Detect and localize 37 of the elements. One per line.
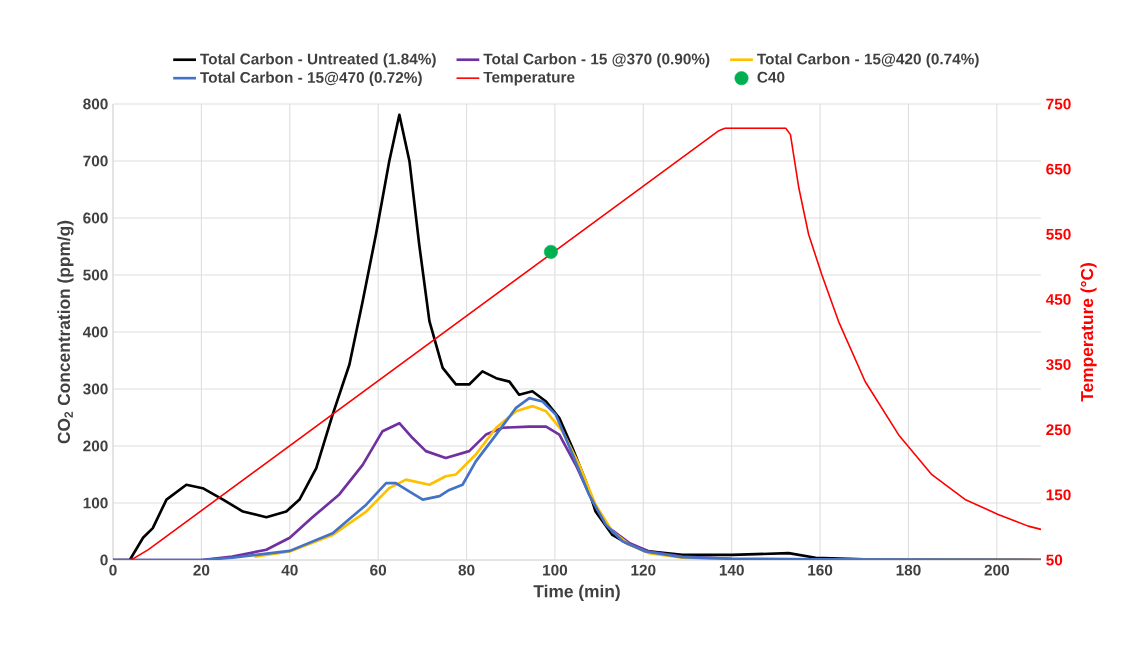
- x-tick-label: 160: [808, 564, 833, 576]
- y2-tick-label: 150: [1046, 489, 1071, 501]
- y-tick-label: 800: [83, 98, 108, 110]
- legend-label: Total Carbon - Untreated (1.84%): [200, 53, 436, 68]
- legend-label: Total Carbon - 15@420 (0.74%): [757, 53, 979, 68]
- y-tick-label: 0: [100, 554, 108, 566]
- y2-tick-label: 650: [1046, 163, 1071, 175]
- y2-tick-label: 250: [1046, 424, 1071, 436]
- y-tick-label: 600: [83, 212, 108, 224]
- x-tick-label: 40: [281, 564, 298, 576]
- x-axis-title: Time (min): [533, 584, 620, 601]
- y-tick-label: 300: [83, 383, 108, 395]
- legend-label: Total Carbon - 15@470 (0.72%): [200, 71, 422, 86]
- y2-tick-label: 350: [1046, 359, 1071, 370]
- y-axis-title: CO$_{2}$ Concentration (ppm/g): [57, 220, 74, 444]
- y2-tick-label: 450: [1045, 294, 1071, 305]
- y-tick-label: 700: [83, 155, 108, 167]
- y2-tick-label: 550: [1046, 228, 1071, 240]
- y-tick-label: 500: [83, 269, 108, 281]
- x-tick-label: 120: [631, 564, 656, 576]
- legend-label: C40: [757, 71, 785, 83]
- legend-label: Total Carbon - 15 @370 (0.90%): [483, 53, 710, 68]
- y-tick-label: 100: [83, 497, 108, 509]
- x-tick-label: 140: [719, 564, 744, 576]
- x-tick-label: 20: [193, 564, 210, 576]
- y-tick-label: 200: [83, 440, 108, 452]
- y2-tick-label: 50: [1046, 554, 1063, 566]
- x-tick-label: 0: [109, 564, 117, 576]
- legend-label: Temperature: [483, 71, 575, 86]
- x-tick-label: 100: [543, 564, 568, 576]
- x-tick-label: 80: [458, 564, 475, 576]
- y2-tick-label: 750: [1046, 98, 1071, 110]
- y2-axis-title: Temperature (°C): [1080, 263, 1097, 402]
- x-tick-label: 200: [984, 564, 1009, 576]
- x-tick-label: 180: [896, 564, 921, 576]
- x-tick-label: 60: [370, 564, 387, 576]
- y-tick-label: 400: [82, 326, 108, 338]
